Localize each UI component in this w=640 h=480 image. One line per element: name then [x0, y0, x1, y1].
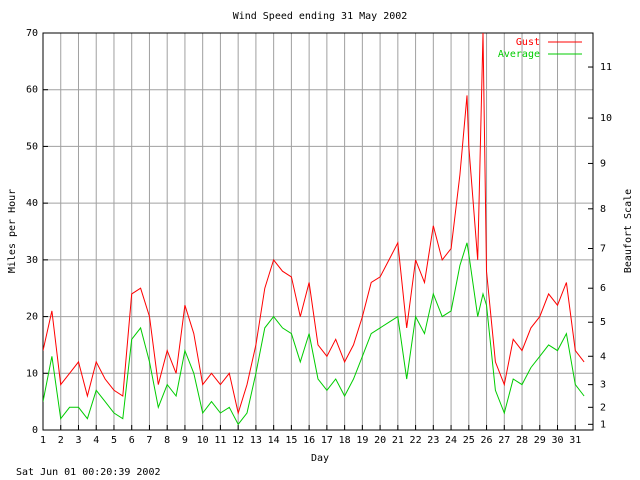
data-line: [43, 33, 585, 415]
x-tick-label: 27: [498, 435, 510, 446]
x-tick-label: 17: [321, 435, 333, 446]
x-tick-label: 11: [214, 435, 226, 446]
y2-tick-label: 2: [600, 402, 606, 413]
x-tick-label: 9: [182, 435, 188, 446]
x-axis-label: Day: [311, 453, 329, 464]
x-tick-label: 26: [481, 435, 493, 446]
y-axis-label: Miles per Hour: [7, 189, 18, 273]
x-tick-label: 13: [250, 435, 262, 446]
y2-tick-label: 6: [600, 283, 606, 294]
x-tick-label: 3: [75, 435, 81, 446]
x-tick-label: 5: [111, 435, 117, 446]
y-tick-label: 70: [26, 28, 38, 39]
legend-label: Gust: [516, 37, 540, 48]
y2-tick-label: 7: [600, 244, 606, 255]
y2-tick-label: 3: [600, 380, 606, 391]
y2-tick-label: 5: [600, 317, 606, 328]
x-tick-label: 14: [268, 435, 280, 446]
x-tick-label: 16: [303, 435, 315, 446]
x-tick-label: 15: [285, 435, 297, 446]
x-tick-label: 19: [356, 435, 368, 446]
y2-tick-label: 9: [600, 158, 606, 169]
y-tick-label: 50: [26, 141, 38, 152]
y-tick-label: 30: [26, 255, 38, 266]
chart-title: Wind Speed ending 31 May 2002: [233, 11, 408, 22]
y2-tick-label: 11: [600, 62, 612, 73]
plot-frame: [42, 32, 594, 431]
x-tick-label: 20: [374, 435, 386, 446]
x-tick-label: 29: [534, 435, 546, 446]
x-tick-label: 22: [410, 435, 422, 446]
x-tick-label: 28: [516, 435, 528, 446]
x-tick-label: 2: [58, 435, 64, 446]
y-tick-label: 20: [26, 312, 38, 323]
x-tick-label: 21: [392, 435, 404, 446]
legend-label: Average: [498, 49, 540, 60]
x-tick-label: 25: [463, 435, 475, 446]
y2-tick-label: 8: [600, 204, 606, 215]
x-tick-label: 18: [339, 435, 351, 446]
x-tick-label: 10: [197, 435, 209, 446]
y2-tick-label: 1: [600, 419, 606, 430]
y-tick-label: 0: [32, 425, 38, 436]
x-tick-label: 7: [146, 435, 152, 446]
y-tick-label: 40: [26, 198, 38, 209]
x-tick-label: 12: [232, 435, 244, 446]
y2-axis-label: Beaufort Scale: [623, 189, 634, 273]
data-line: [43, 242, 585, 426]
y-tick-label: 10: [26, 368, 38, 379]
x-tick-label: 1: [40, 435, 46, 446]
x-tick-label: 30: [551, 435, 563, 446]
x-tick-label: 4: [93, 435, 99, 446]
x-tick-label: 23: [427, 435, 439, 446]
x-tick-label: 31: [569, 435, 581, 446]
x-tick-label: 6: [129, 435, 135, 446]
y2-tick-label: 10: [600, 113, 612, 124]
y-tick-label: 60: [26, 85, 38, 96]
x-tick-label: 8: [164, 435, 170, 446]
x-tick-label: 24: [445, 435, 457, 446]
y2-tick-label: 4: [600, 351, 606, 362]
timestamp: Sat Jun 01 00:20:39 2002: [16, 467, 161, 478]
